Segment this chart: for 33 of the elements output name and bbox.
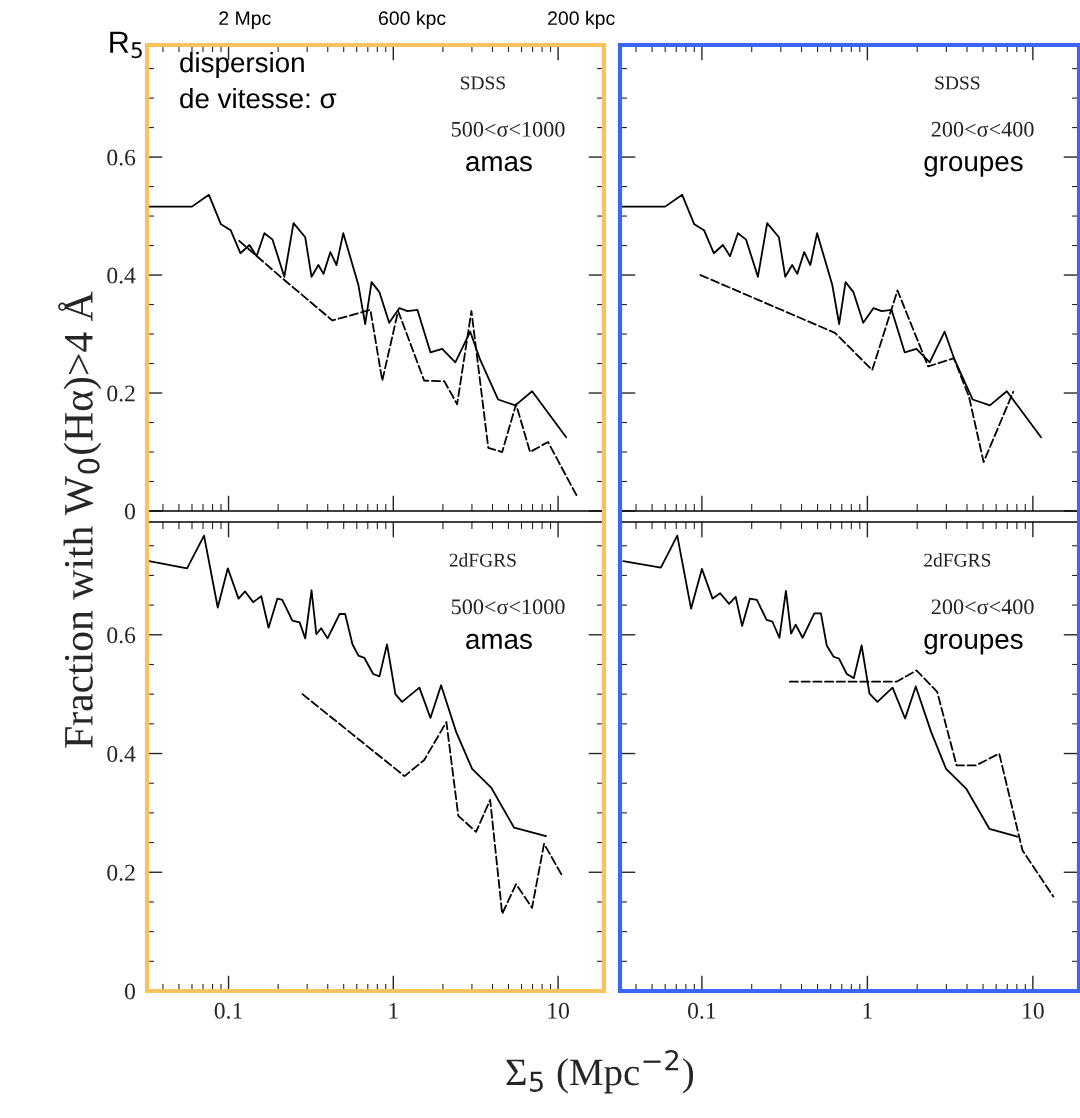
text: 600 kpc (379, 10, 446, 29)
x-tick-label: 1 (863, 1002, 872, 1019)
y-tick-label: 0.2 (107, 864, 135, 881)
text: 200 kpc (548, 10, 615, 29)
y-tick-label: 0 (124, 503, 135, 520)
annotation: 200<σ<400 (931, 599, 1034, 615)
annotation: 500<σ<1000 (451, 121, 565, 137)
y-tick-label: 0.4 (107, 746, 136, 763)
text: 2 Mpc (219, 11, 271, 29)
annotation: SDSS (460, 76, 505, 90)
x-axis-title: Σ$_{5}$ (Mpc$^{−2}$) (506, 1050, 694, 1094)
annotation: amas (466, 156, 532, 172)
annotation: 2dFGRS (449, 553, 516, 567)
annotation: 500<σ<1000 (451, 599, 565, 615)
y-tick-label: 0.6 (107, 149, 136, 166)
annotation: amas (466, 633, 532, 650)
y-tick-label: 0.2 (107, 385, 135, 402)
annotation: groupes (924, 633, 1023, 655)
annotation: 200<σ<400 (931, 121, 1034, 137)
annotation: 2dFGRS (924, 553, 991, 567)
y-axis-title: Fraction with W$_{0}$(Hα)>4 Å (58, 291, 102, 748)
x-tick-label: 10 (548, 1002, 569, 1019)
x-tick-label: 10 (1023, 1002, 1044, 1019)
text: R$_{5}$ (110, 31, 142, 59)
y-tick-label: 0.4 (107, 267, 136, 284)
annotation: SDSS (935, 76, 980, 90)
annotation: groupes (924, 156, 1023, 177)
x-tick-label: 1 (389, 1002, 398, 1019)
y-tick-label: 0 (124, 983, 135, 1000)
x-tick-label: 0.1 (688, 1002, 716, 1019)
x-tick-label: 0.1 (214, 1002, 242, 1019)
annotation: dispersion de vitesse: σ (180, 51, 337, 109)
y-tick-label: 0.6 (107, 627, 136, 644)
